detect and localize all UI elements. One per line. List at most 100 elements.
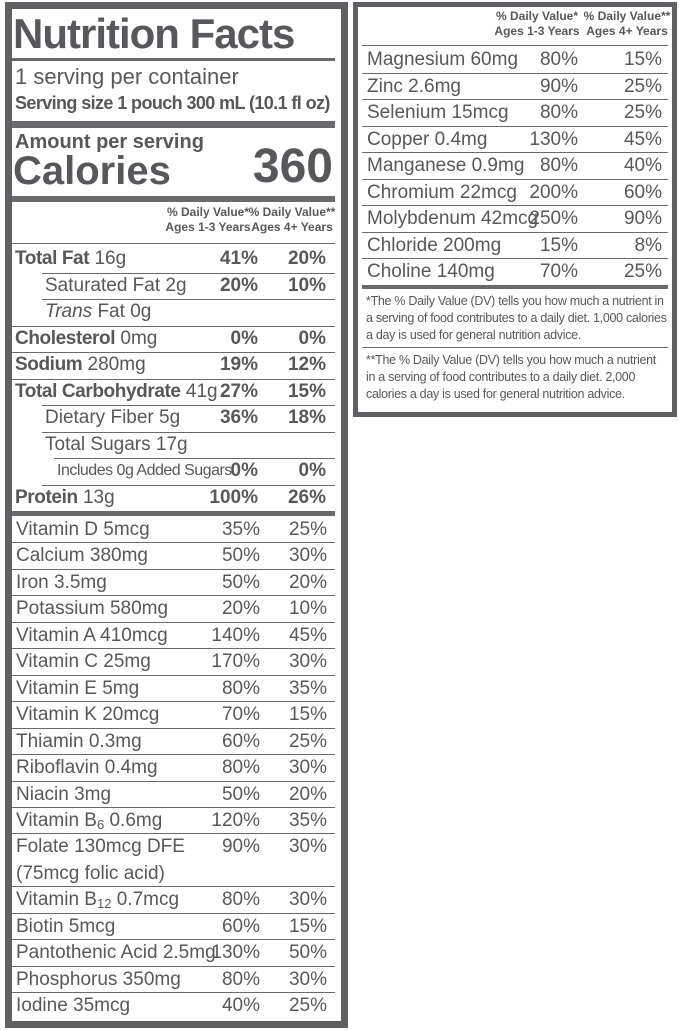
nutrient-label: Dietary Fiber 5g [45,405,180,432]
rule [12,780,335,782]
rule [12,912,335,914]
dv-ages-1-3: 35% [221,519,260,540]
mineral-label: Manganese 0.9mg [367,155,525,176]
subscript: 12 [96,896,112,912]
vitamin-label: Folate 130mcg DFE [16,834,185,860]
rule [12,939,335,941]
mineral-label: Magnesium 60mg [367,49,519,70]
rule [362,347,668,348]
dv-ages-4-plus: 90% [623,208,662,229]
dv-ages-1-3: 80% [221,968,260,990]
nutrient-name: Includes 0g Added Sugars [57,462,232,479]
vitamin-name: Vitamin K 20mcg [16,704,160,726]
dv-ages-4-plus: 0% [298,327,326,349]
rule [12,727,335,729]
left-panel [5,2,348,1028]
rule [12,58,335,61]
dv-ages-1-3: 80% [221,677,260,699]
vitamin-name: Vitamin A 410mcg [16,624,168,646]
rule [12,243,335,244]
rule [362,125,668,127]
vitamin-name: Biotin 5mcg [16,915,116,937]
rule [12,378,335,380]
vitamin-label: Pantothenic Acid 2.5mg [16,940,216,966]
rule [362,99,668,100]
dv-ages-4-plus: 25% [623,75,662,97]
dv-ages-1-3: 80% [539,155,578,176]
mineral-label: Chloride 200mg [367,234,502,256]
dv-ages-4-plus: 15% [623,49,662,70]
vitamin-name: Folate 130mcg DFE [16,836,185,858]
dv-ages-4-plus: 25% [288,995,327,1017]
vitamin-name: Vitamin D 5mcg [16,519,150,540]
serving-size: Serving size 1 pouch 300 mL (10.1 fl oz) [15,93,330,113]
rule [362,45,668,46]
vitamin-label: Niacin 3mg [16,782,111,808]
dv-ages-1-3: 120% [211,809,260,831]
nutrient-name: Fat [97,301,125,322]
nutrient-name: Total Fat [15,248,90,269]
dv-header: % Daily Value** [248,205,336,219]
dv-ages-4-plus: 15% [287,380,326,402]
thick-rule [12,121,335,128]
vitamin-name: Pantothenic Acid 2.5mg [16,942,216,964]
nutrient-label: Cholesterol 0mg [15,326,157,353]
nutrient-amount: 5g [159,407,181,428]
vitamin-label: Vitamin D 5mcg [16,517,150,543]
vitamin-label: Biotin 5mcg [16,914,115,940]
dv-ages-4-plus: 25% [288,730,327,752]
dv-header: Ages 4+ Years [586,24,668,38]
dv-ages-4-plus: 25% [288,519,327,540]
dv-ages-1-3: 40% [221,995,260,1017]
dv-ages-4-plus: 50% [288,942,327,964]
nutrient-label: Trans Fat 0g [45,299,151,326]
dv-ages-4-plus: 25% [623,102,662,123]
nutrient-label: Total Fat 16g [15,246,126,273]
dv-ages-4-plus: 26% [287,486,326,508]
mineral-label: Copper 0.4mg [367,128,488,150]
footnote: **The % Daily Value (DV) tells you how m… [366,353,656,401]
nutrient-amount: 17g [155,433,188,455]
dv-ages-1-3: 27% [219,380,258,402]
rule [362,178,668,180]
vitamin-name: Riboflavin 0.4mg [16,757,158,779]
vitamin-label: Vitamin A 410mcg [16,623,168,649]
rule [362,205,668,206]
vitamin-name: Vitamin C 25mg [16,651,151,673]
dv-ages-1-3: 140% [211,624,260,646]
dv-header: % Daily Value* [495,9,579,23]
nutrient-label: Total Carbohydrate 41g [15,379,218,406]
dv-ages-4-plus: 40% [623,155,662,176]
rule [42,299,335,300]
vitamin-label: Vitamin E 5mg [16,676,139,702]
vitamin-name: Vitamin B [16,889,97,911]
rule [12,833,335,835]
dv-ages-1-3: 130% [211,942,260,964]
mineral-label: Molybdenum 42mcg [367,208,539,229]
nutrient-amount: 280mg [87,354,146,375]
vitamin-name: Vitamin E 5mg [16,677,140,699]
thick-rule [12,511,335,516]
rule [12,701,335,703]
nutrient-name: Total Carbohydrate [15,380,181,402]
dv-ages-1-3: 50% [221,783,260,805]
vitamin-name: Vitamin B [16,809,97,831]
dv-ages-1-3: 80% [539,49,578,70]
mineral-label: Chromium 22mcg [367,181,517,203]
dv-ages-1-3: 100% [209,486,258,508]
vitamin-label: Iodine 35mcg [16,993,130,1019]
rule [12,648,335,650]
nutrient-label: Sodium 280mg [15,352,146,379]
nutrient-label: Includes 0g Added Sugars [57,458,232,485]
vitamin-label: Vitamin K 20mcg [16,702,159,728]
vitamin-name: Potassium 580mg [16,598,169,620]
rule [42,484,335,486]
dv-ages-1-3: 130% [529,128,578,150]
dv-ages-4-plus: 10% [287,274,326,296]
dv-ages-4-plus: 30% [288,651,327,673]
amount-per-serving: Amount per serving [15,131,204,153]
vitamin-label: Vitamin C 25mg [16,649,151,675]
dv-ages-4-plus: 25% [623,261,662,282]
dv-header: % Daily Value* [166,205,250,219]
dv-ages-1-3: 170% [211,651,260,673]
